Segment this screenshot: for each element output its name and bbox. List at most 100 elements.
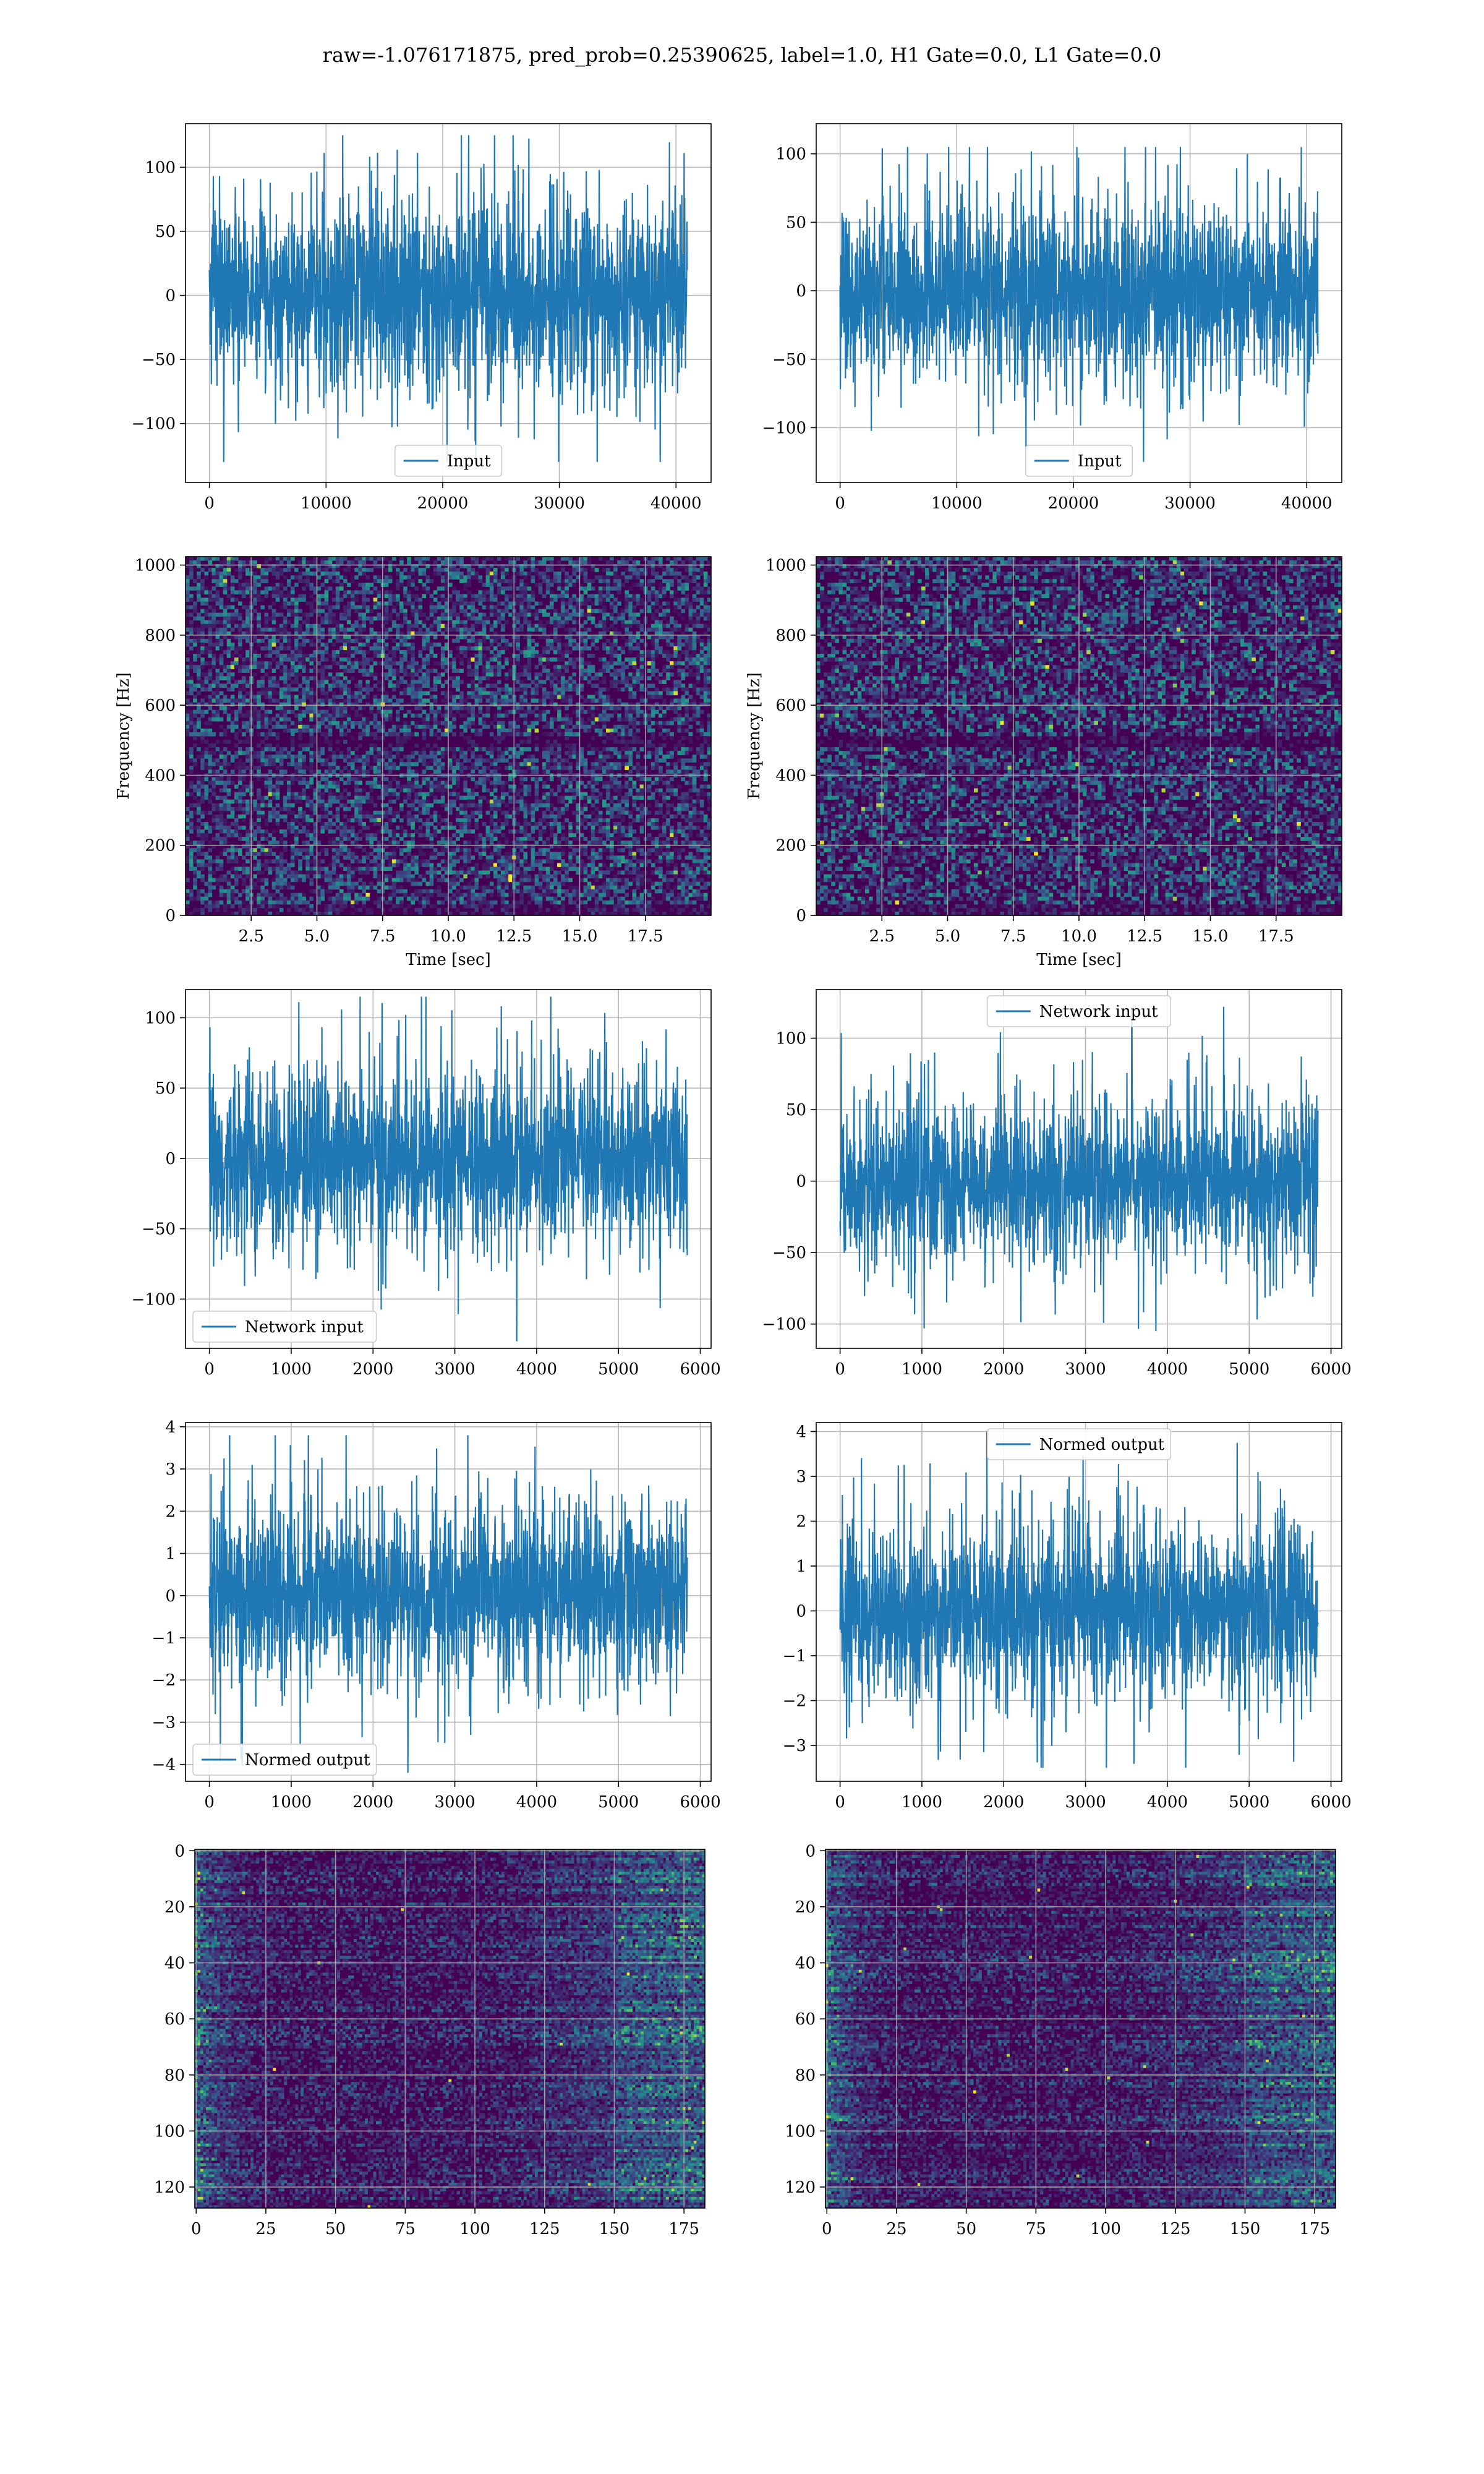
heatmap-cell bbox=[208, 743, 213, 748]
heatmap-cell bbox=[553, 620, 558, 625]
heatmap-cell bbox=[347, 654, 351, 658]
heatmap-cell bbox=[324, 657, 329, 662]
heatmap-cell bbox=[542, 612, 547, 617]
heatmap-cell bbox=[302, 724, 306, 729]
heatmap-cell bbox=[639, 661, 644, 666]
heatmap-cell bbox=[572, 680, 577, 685]
heatmap-cell bbox=[339, 557, 344, 561]
heatmap-cell bbox=[391, 762, 396, 766]
heatmap-cell bbox=[437, 568, 441, 572]
heatmap-cell bbox=[553, 609, 558, 614]
heatmap-cell bbox=[324, 612, 329, 617]
heatmap-cell bbox=[613, 564, 618, 568]
heatmap-cell bbox=[211, 612, 216, 617]
heatmap-cell bbox=[572, 732, 577, 737]
heatmap-cell bbox=[681, 635, 686, 640]
heatmap-cell bbox=[534, 672, 539, 677]
heatmap-cell bbox=[219, 766, 224, 770]
heatmap-cell bbox=[305, 616, 310, 621]
heatmap-cell bbox=[211, 616, 216, 621]
heatmap-cell bbox=[302, 612, 306, 617]
heatmap-cell bbox=[320, 687, 325, 692]
heatmap-cell bbox=[456, 575, 460, 580]
heatmap-cell bbox=[365, 717, 370, 722]
heatmap-cell bbox=[219, 575, 224, 580]
heatmap-cell bbox=[703, 583, 708, 587]
heatmap-cell bbox=[471, 709, 475, 714]
heatmap-cell bbox=[703, 732, 708, 737]
heatmap-cell bbox=[294, 724, 299, 729]
heatmap-cell bbox=[684, 583, 689, 587]
heatmap-cell bbox=[215, 669, 220, 673]
heatmap-cell bbox=[561, 590, 565, 595]
heatmap-cell bbox=[501, 564, 505, 568]
heatmap-cell bbox=[279, 758, 284, 763]
heatmap-cell bbox=[467, 627, 472, 632]
heatmap-cell bbox=[286, 687, 291, 692]
heatmap-cell bbox=[328, 672, 333, 677]
heatmap-cell bbox=[474, 575, 479, 580]
heatmap-cell bbox=[407, 631, 411, 636]
heatmap-cell bbox=[335, 680, 340, 685]
heatmap-cell bbox=[501, 695, 505, 700]
heatmap-cell bbox=[471, 597, 475, 602]
heatmap-cell bbox=[373, 769, 378, 774]
heatmap-cell bbox=[489, 691, 494, 696]
heatmap-cell bbox=[437, 736, 441, 740]
heatmap-cell bbox=[242, 687, 246, 692]
heatmap-cell bbox=[215, 758, 220, 763]
heatmap-cell bbox=[673, 683, 678, 688]
heatmap-cell bbox=[448, 721, 453, 726]
heatmap-cell bbox=[429, 627, 434, 632]
heatmap-cell bbox=[313, 713, 318, 718]
heatmap-cell bbox=[291, 661, 295, 666]
heatmap-cell bbox=[505, 568, 509, 572]
series-line bbox=[839, 147, 1319, 462]
heatmap-cell bbox=[331, 717, 336, 722]
heatmap-cell bbox=[245, 605, 250, 610]
heatmap-cell bbox=[572, 642, 577, 647]
heatmap-cell bbox=[264, 717, 269, 722]
heatmap-cell bbox=[489, 755, 494, 759]
heatmap-cell bbox=[215, 594, 220, 599]
heatmap-cell bbox=[279, 571, 284, 576]
heatmap-cell bbox=[636, 631, 641, 636]
heatmap-cell bbox=[271, 590, 276, 595]
heatmap-cell bbox=[414, 672, 419, 677]
heatmap-cell bbox=[351, 724, 355, 729]
heatmap-cell bbox=[324, 709, 329, 714]
heatmap-cell bbox=[343, 638, 348, 643]
heatmap-cell bbox=[598, 657, 603, 662]
heatmap-cell bbox=[471, 609, 475, 614]
heatmap-cell bbox=[186, 728, 190, 733]
heatmap-cell bbox=[617, 583, 621, 587]
heatmap-cell bbox=[677, 665, 682, 669]
heatmap-cell bbox=[602, 627, 607, 632]
heatmap-cell bbox=[647, 564, 652, 568]
heatmap-cell bbox=[579, 751, 584, 755]
heatmap-cell bbox=[418, 698, 423, 703]
heatmap-cell bbox=[253, 590, 257, 595]
heatmap-cell bbox=[583, 646, 588, 651]
heatmap-cell bbox=[223, 620, 228, 625]
heatmap-cell bbox=[703, 657, 708, 662]
heatmap-cell bbox=[317, 717, 322, 722]
heatmap-cell bbox=[493, 665, 498, 669]
heatmap-cell bbox=[391, 676, 396, 680]
heatmap-cell bbox=[283, 616, 288, 621]
heatmap-cell bbox=[625, 638, 629, 643]
heatmap-cell bbox=[591, 638, 595, 643]
heatmap-cell bbox=[647, 740, 652, 744]
heatmap-cell bbox=[444, 721, 449, 726]
heatmap-cell bbox=[632, 732, 637, 737]
heatmap-cell bbox=[324, 616, 329, 621]
heatmap-cell bbox=[245, 713, 250, 718]
heatmap-cell bbox=[583, 575, 588, 580]
heatmap-cell bbox=[684, 627, 689, 632]
heatmap-cell bbox=[298, 717, 302, 722]
heatmap-cell bbox=[452, 661, 456, 666]
heatmap-cell bbox=[238, 766, 242, 770]
heatmap-cell bbox=[699, 702, 704, 707]
